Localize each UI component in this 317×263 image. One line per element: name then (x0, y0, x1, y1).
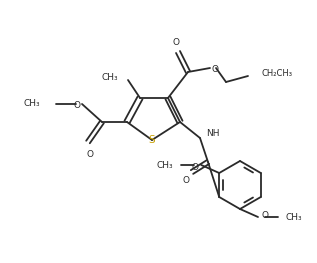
Text: O: O (191, 163, 198, 171)
Text: O: O (87, 150, 94, 159)
Text: O: O (73, 102, 80, 110)
Text: O: O (212, 65, 219, 74)
Text: O: O (183, 176, 190, 185)
Text: CH₃: CH₃ (286, 213, 303, 221)
Text: CH₃: CH₃ (23, 99, 40, 109)
Text: CH₃: CH₃ (101, 73, 118, 83)
Text: O: O (172, 38, 179, 47)
Text: O: O (261, 210, 268, 220)
Text: CH₃: CH₃ (157, 160, 173, 169)
Text: CH₂CH₃: CH₂CH₃ (262, 69, 293, 78)
Text: S: S (149, 135, 155, 145)
Text: NH: NH (206, 129, 219, 139)
